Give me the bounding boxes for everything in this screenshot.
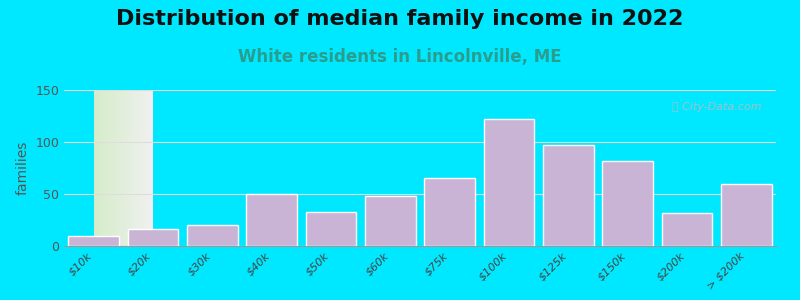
Bar [69, 236, 119, 246]
Bar [187, 225, 238, 246]
Text: White residents in Lincolnville, ME: White residents in Lincolnville, ME [238, 48, 562, 66]
Bar [425, 178, 475, 246]
Text: ⓘ City-Data.com: ⓘ City-Data.com [672, 103, 762, 112]
Y-axis label: families: families [16, 141, 30, 195]
Bar [662, 213, 712, 246]
Bar [128, 230, 178, 246]
Bar [365, 196, 415, 246]
Text: Distribution of median family income in 2022: Distribution of median family income in … [116, 9, 684, 29]
Bar [484, 119, 534, 246]
Bar [543, 145, 594, 246]
Bar [306, 212, 356, 246]
Bar [721, 184, 771, 246]
Bar [602, 161, 653, 246]
Bar [246, 194, 297, 246]
